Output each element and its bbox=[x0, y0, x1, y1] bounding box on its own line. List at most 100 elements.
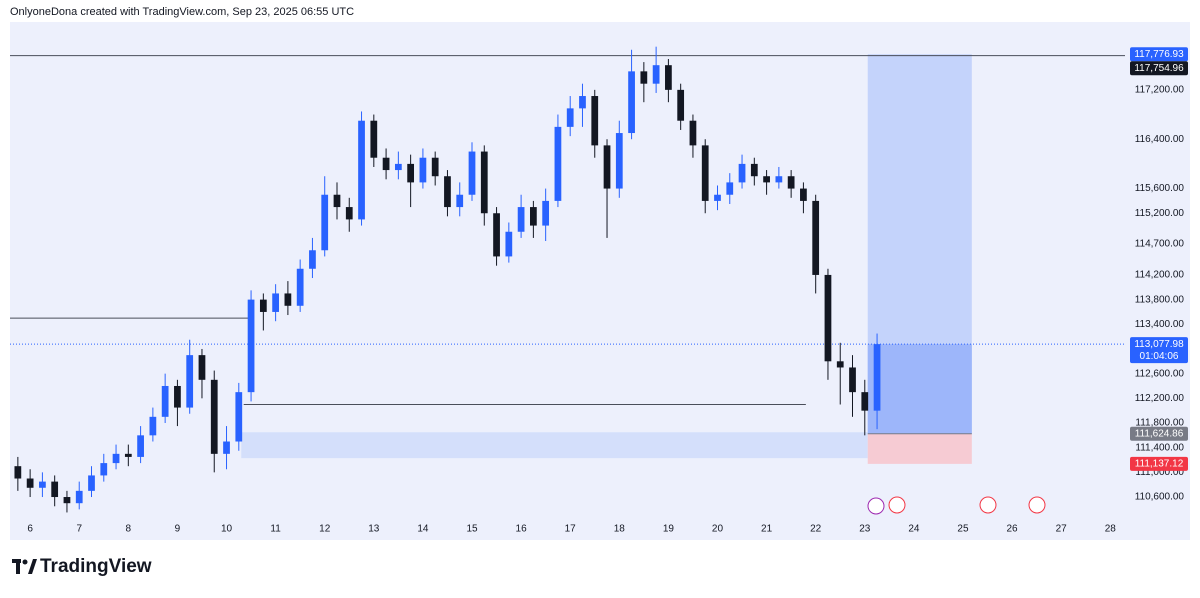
candle-body bbox=[615, 133, 623, 189]
candle-body bbox=[873, 344, 881, 411]
candle-body bbox=[149, 416, 157, 436]
candle-body bbox=[210, 379, 218, 454]
candle-body bbox=[787, 176, 795, 189]
candle-body bbox=[530, 207, 537, 226]
candle-body bbox=[174, 385, 181, 408]
countdown: 01:04:06 bbox=[1140, 351, 1179, 362]
candle-body bbox=[333, 194, 341, 208]
candle-body bbox=[100, 463, 108, 476]
x-tick-label: 9 bbox=[175, 524, 181, 535]
candle-body bbox=[137, 435, 144, 457]
y-tick-label: 115,600.00 bbox=[1135, 183, 1185, 194]
candle-body bbox=[321, 194, 329, 251]
y-tick-label: 111,400.00 bbox=[1135, 442, 1184, 453]
candle-body bbox=[124, 453, 132, 457]
x-tick-label: 19 bbox=[663, 524, 675, 535]
candle-body bbox=[579, 96, 586, 109]
candle-body bbox=[14, 466, 22, 479]
candle-body bbox=[849, 367, 856, 393]
y-tick-label: 114,700.00 bbox=[1135, 239, 1185, 250]
candle-body bbox=[812, 200, 820, 275]
y-tick-label: 112,600.00 bbox=[1135, 368, 1185, 379]
y-tick-label: 113,800.00 bbox=[1135, 294, 1185, 305]
candle-body bbox=[419, 157, 427, 183]
event-icons bbox=[867, 496, 1046, 515]
candle-body bbox=[186, 355, 194, 408]
candle-body bbox=[750, 163, 758, 177]
candle-body bbox=[296, 268, 304, 306]
candle-body bbox=[468, 151, 476, 195]
x-tick-label: 27 bbox=[1056, 524, 1068, 535]
candle-body bbox=[640, 71, 648, 84]
candle-body bbox=[345, 207, 353, 220]
candle-body bbox=[493, 213, 500, 257]
y-tick-label: 117,200.00 bbox=[1135, 85, 1185, 96]
candle-body bbox=[824, 274, 832, 362]
candle-body bbox=[652, 65, 660, 84]
x-tick-label: 14 bbox=[417, 524, 429, 535]
price-label-bg bbox=[1130, 426, 1188, 441]
candle-body bbox=[75, 490, 83, 504]
candle-body bbox=[665, 65, 672, 90]
candle-body bbox=[677, 89, 685, 121]
y-tick-label: 112,200.00 bbox=[1135, 393, 1185, 404]
price-label-bg bbox=[1130, 456, 1188, 471]
candle-body bbox=[517, 207, 525, 232]
price-label-bg bbox=[1130, 337, 1188, 364]
price-label: 111,624.86 bbox=[1135, 428, 1184, 439]
header: OnlyoneDona created with TradingView.com… bbox=[10, 6, 354, 18]
candle-body bbox=[382, 157, 390, 171]
candle-body bbox=[444, 176, 451, 208]
price-label: 117,776.93 bbox=[1134, 49, 1184, 60]
candle-body bbox=[714, 194, 721, 201]
candle-body bbox=[63, 497, 71, 504]
y-tick-label: 111,000.00 bbox=[1135, 467, 1184, 478]
candle-body bbox=[235, 392, 243, 442]
x-tick-label: 16 bbox=[516, 524, 528, 535]
x-tick-label: 10 bbox=[221, 524, 233, 535]
candle-body bbox=[542, 200, 550, 226]
candle-body bbox=[394, 163, 402, 171]
brand-logo bbox=[12, 559, 37, 574]
candle-body bbox=[407, 163, 415, 183]
candle-body bbox=[566, 108, 574, 127]
candle-body bbox=[26, 478, 34, 488]
x-tick-label: 25 bbox=[957, 524, 969, 535]
candle-body bbox=[689, 120, 697, 146]
candle-body bbox=[480, 151, 488, 214]
x-tick-label: 18 bbox=[614, 524, 626, 535]
y-tick-label: 110,600.00 bbox=[1135, 492, 1185, 503]
candle-body bbox=[505, 231, 513, 257]
y-tick-label: 111,800.00 bbox=[1135, 418, 1184, 429]
chart-panel bbox=[10, 22, 1190, 540]
x-tick-label: 26 bbox=[1007, 524, 1019, 535]
candle-body bbox=[763, 176, 770, 183]
candle-body bbox=[628, 71, 635, 134]
candle-body bbox=[554, 126, 562, 201]
candle-body bbox=[836, 361, 844, 368]
x-tick-label: 24 bbox=[908, 524, 920, 535]
x-tick-label: 21 bbox=[761, 524, 773, 535]
candle-body bbox=[112, 453, 120, 464]
price-label-bg bbox=[1130, 61, 1188, 76]
candle-body bbox=[861, 392, 869, 411]
x-tick-label: 12 bbox=[319, 524, 331, 535]
candle-body bbox=[51, 481, 59, 498]
brand: TradingView bbox=[40, 556, 152, 577]
x-tick-label: 8 bbox=[126, 524, 132, 535]
candle-body bbox=[223, 441, 230, 454]
x-tick-label: 7 bbox=[76, 524, 82, 535]
candle-body bbox=[456, 194, 464, 208]
x-tick-label: 13 bbox=[368, 524, 380, 535]
candle-body bbox=[431, 157, 439, 177]
x-tick-label: 15 bbox=[466, 524, 478, 535]
candle-body bbox=[198, 355, 206, 380]
zone bbox=[241, 432, 868, 459]
y-tick-label: 114,200.00 bbox=[1135, 270, 1185, 281]
x-tick-label: 17 bbox=[565, 524, 577, 535]
candle-body bbox=[247, 299, 255, 393]
candle-body bbox=[88, 475, 95, 491]
candle-body bbox=[370, 120, 378, 158]
candle-body bbox=[272, 293, 279, 312]
